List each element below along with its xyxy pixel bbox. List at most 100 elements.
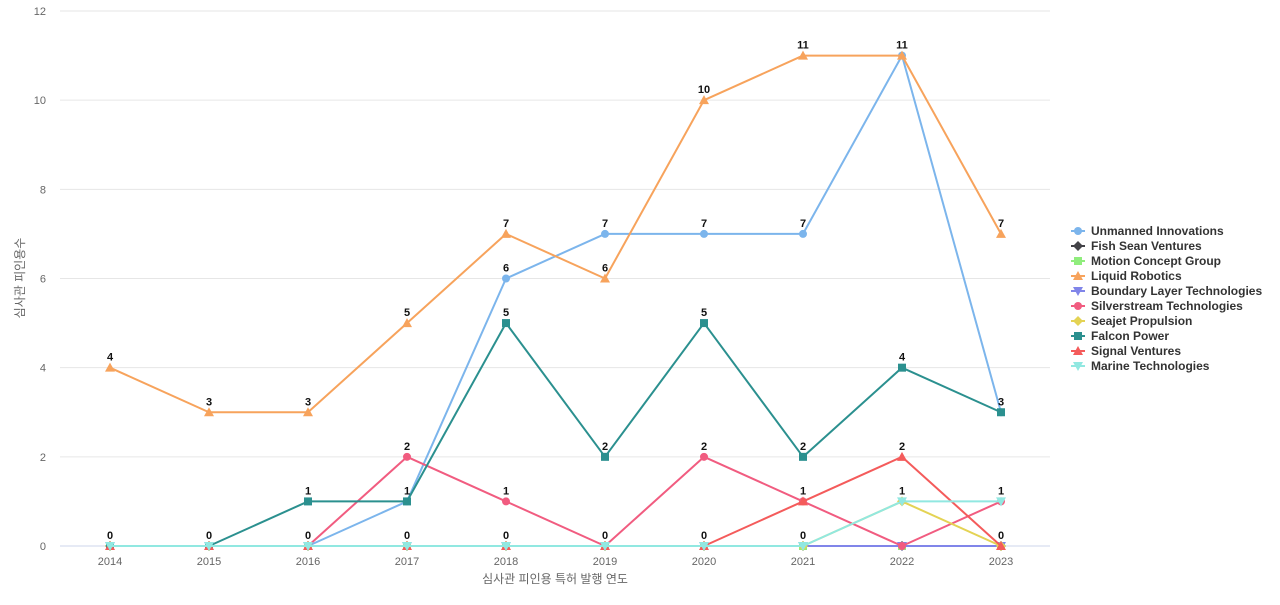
data-label: 3: [206, 396, 212, 408]
data-label: 1: [998, 485, 1004, 497]
legend-item[interactable]: Silverstream Technologies: [1071, 299, 1243, 313]
x-tick-label: 2019: [593, 556, 617, 568]
series-marine-technologies: [105, 497, 1006, 551]
data-label: 7: [503, 218, 509, 230]
x-tick-label: 2021: [791, 556, 815, 568]
legend-label: Marine Technologies: [1091, 359, 1210, 373]
data-label: 5: [503, 307, 509, 319]
data-point: [403, 497, 411, 506]
x-tick-label: 2022: [890, 556, 914, 568]
data-label: 0: [305, 530, 311, 542]
series-silverstream-technologies: [106, 452, 1005, 550]
legend-label: Boundary Layer Technologies: [1091, 284, 1262, 298]
legend-item[interactable]: Boundary Layer Technologies: [1071, 284, 1262, 298]
y-axis-title: 심사관 피인용수: [13, 238, 27, 319]
data-label: 3: [998, 396, 1004, 408]
data-label: 1: [899, 485, 905, 497]
series-line: [109, 54, 1002, 414]
data-label: 11: [797, 40, 809, 52]
data-label: 4: [107, 352, 114, 364]
legend-label: Liquid Robotics: [1091, 269, 1182, 283]
data-point: [798, 542, 808, 551]
legend-item[interactable]: Motion Concept Group: [1071, 254, 1221, 268]
data-point: [799, 229, 807, 238]
legend-item[interactable]: Liquid Robotics: [1071, 269, 1182, 283]
data-label: 0: [800, 530, 806, 542]
data-point: [304, 497, 312, 506]
legend-item[interactable]: Fish Sean Ventures: [1071, 239, 1202, 253]
data-point: [699, 95, 709, 105]
legend-symbol: [1073, 346, 1083, 355]
data-label: 0: [404, 530, 410, 542]
data-label: 11: [896, 40, 908, 52]
x-tick-label: 2014: [98, 556, 122, 568]
legend-item[interactable]: Marine Technologies: [1071, 359, 1210, 373]
data-point: [204, 407, 214, 417]
data-label: 2: [602, 441, 608, 453]
legend-label: Signal Ventures: [1091, 344, 1181, 358]
data-label: 7: [602, 218, 608, 230]
data-point: [402, 542, 412, 551]
data-point: [997, 408, 1005, 417]
data-point: [502, 319, 510, 328]
legend-symbol: [1073, 271, 1083, 280]
legend-item[interactable]: Unmanned Innovations: [1071, 224, 1224, 238]
data-point: [204, 542, 214, 551]
data-point: [699, 542, 709, 551]
y-tick-label: 0: [40, 541, 46, 553]
data-label: 0: [503, 530, 509, 542]
legend-label: Unmanned Innovations: [1091, 224, 1224, 238]
legend-symbol: [1073, 316, 1083, 326]
y-axis-ticks: 0 2 4 6 8 10 12: [34, 6, 46, 553]
data-label: 0: [107, 530, 113, 542]
data-label: 1: [503, 485, 509, 497]
y-tick-label: 10: [34, 95, 46, 107]
x-tick-label: 2020: [692, 556, 716, 568]
data-label: 6: [602, 263, 608, 275]
data-point: [502, 497, 510, 506]
data-point: [799, 452, 807, 461]
data-label: 10: [698, 84, 710, 96]
series-line: [110, 322, 1002, 547]
data-label: 3: [305, 396, 311, 408]
series-signal-ventures: [105, 451, 1006, 550]
data-point: [996, 497, 1006, 507]
data-point: [798, 496, 808, 506]
data-label: 2: [800, 441, 806, 453]
data-point: [898, 363, 906, 372]
legend-symbol: [1074, 257, 1082, 265]
data-point: [996, 541, 1006, 550]
data-label: 1: [404, 485, 410, 497]
legend-label: Motion Concept Group: [1091, 254, 1221, 268]
data-point: [303, 407, 313, 417]
data-label: 7: [998, 218, 1004, 230]
series-unmanned-innovations: [106, 51, 1005, 550]
data-point: [700, 452, 708, 461]
legend-label: Silverstream Technologies: [1091, 299, 1243, 313]
data-point: [798, 50, 808, 60]
data-point: [501, 542, 511, 551]
data-point: [105, 542, 115, 551]
x-tick-label: 2015: [197, 556, 221, 568]
legend-item[interactable]: Signal Ventures: [1071, 344, 1181, 358]
x-axis-title: 심사관 피인용 특허 발행 연도: [482, 571, 628, 586]
data-label: 0: [701, 530, 707, 542]
data-label: 7: [701, 218, 707, 230]
y-tick-label: 8: [40, 184, 46, 196]
data-label: 4: [899, 352, 906, 364]
data-label: 0: [602, 530, 608, 542]
data-point: [996, 228, 1006, 238]
data-point: [105, 362, 115, 372]
data-label: 7: [800, 218, 806, 230]
series-lines: [105, 50, 1006, 551]
x-tick-label: 2017: [395, 556, 419, 568]
legend-symbol: [1074, 227, 1082, 235]
legend-label: Seajet Propulsion: [1091, 314, 1192, 328]
data-point: [897, 497, 907, 507]
y-tick-label: 2: [40, 452, 46, 464]
legend-item[interactable]: Falcon Power: [1071, 329, 1169, 343]
legend-item[interactable]: Seajet Propulsion: [1071, 314, 1192, 328]
data-point: [501, 228, 511, 238]
